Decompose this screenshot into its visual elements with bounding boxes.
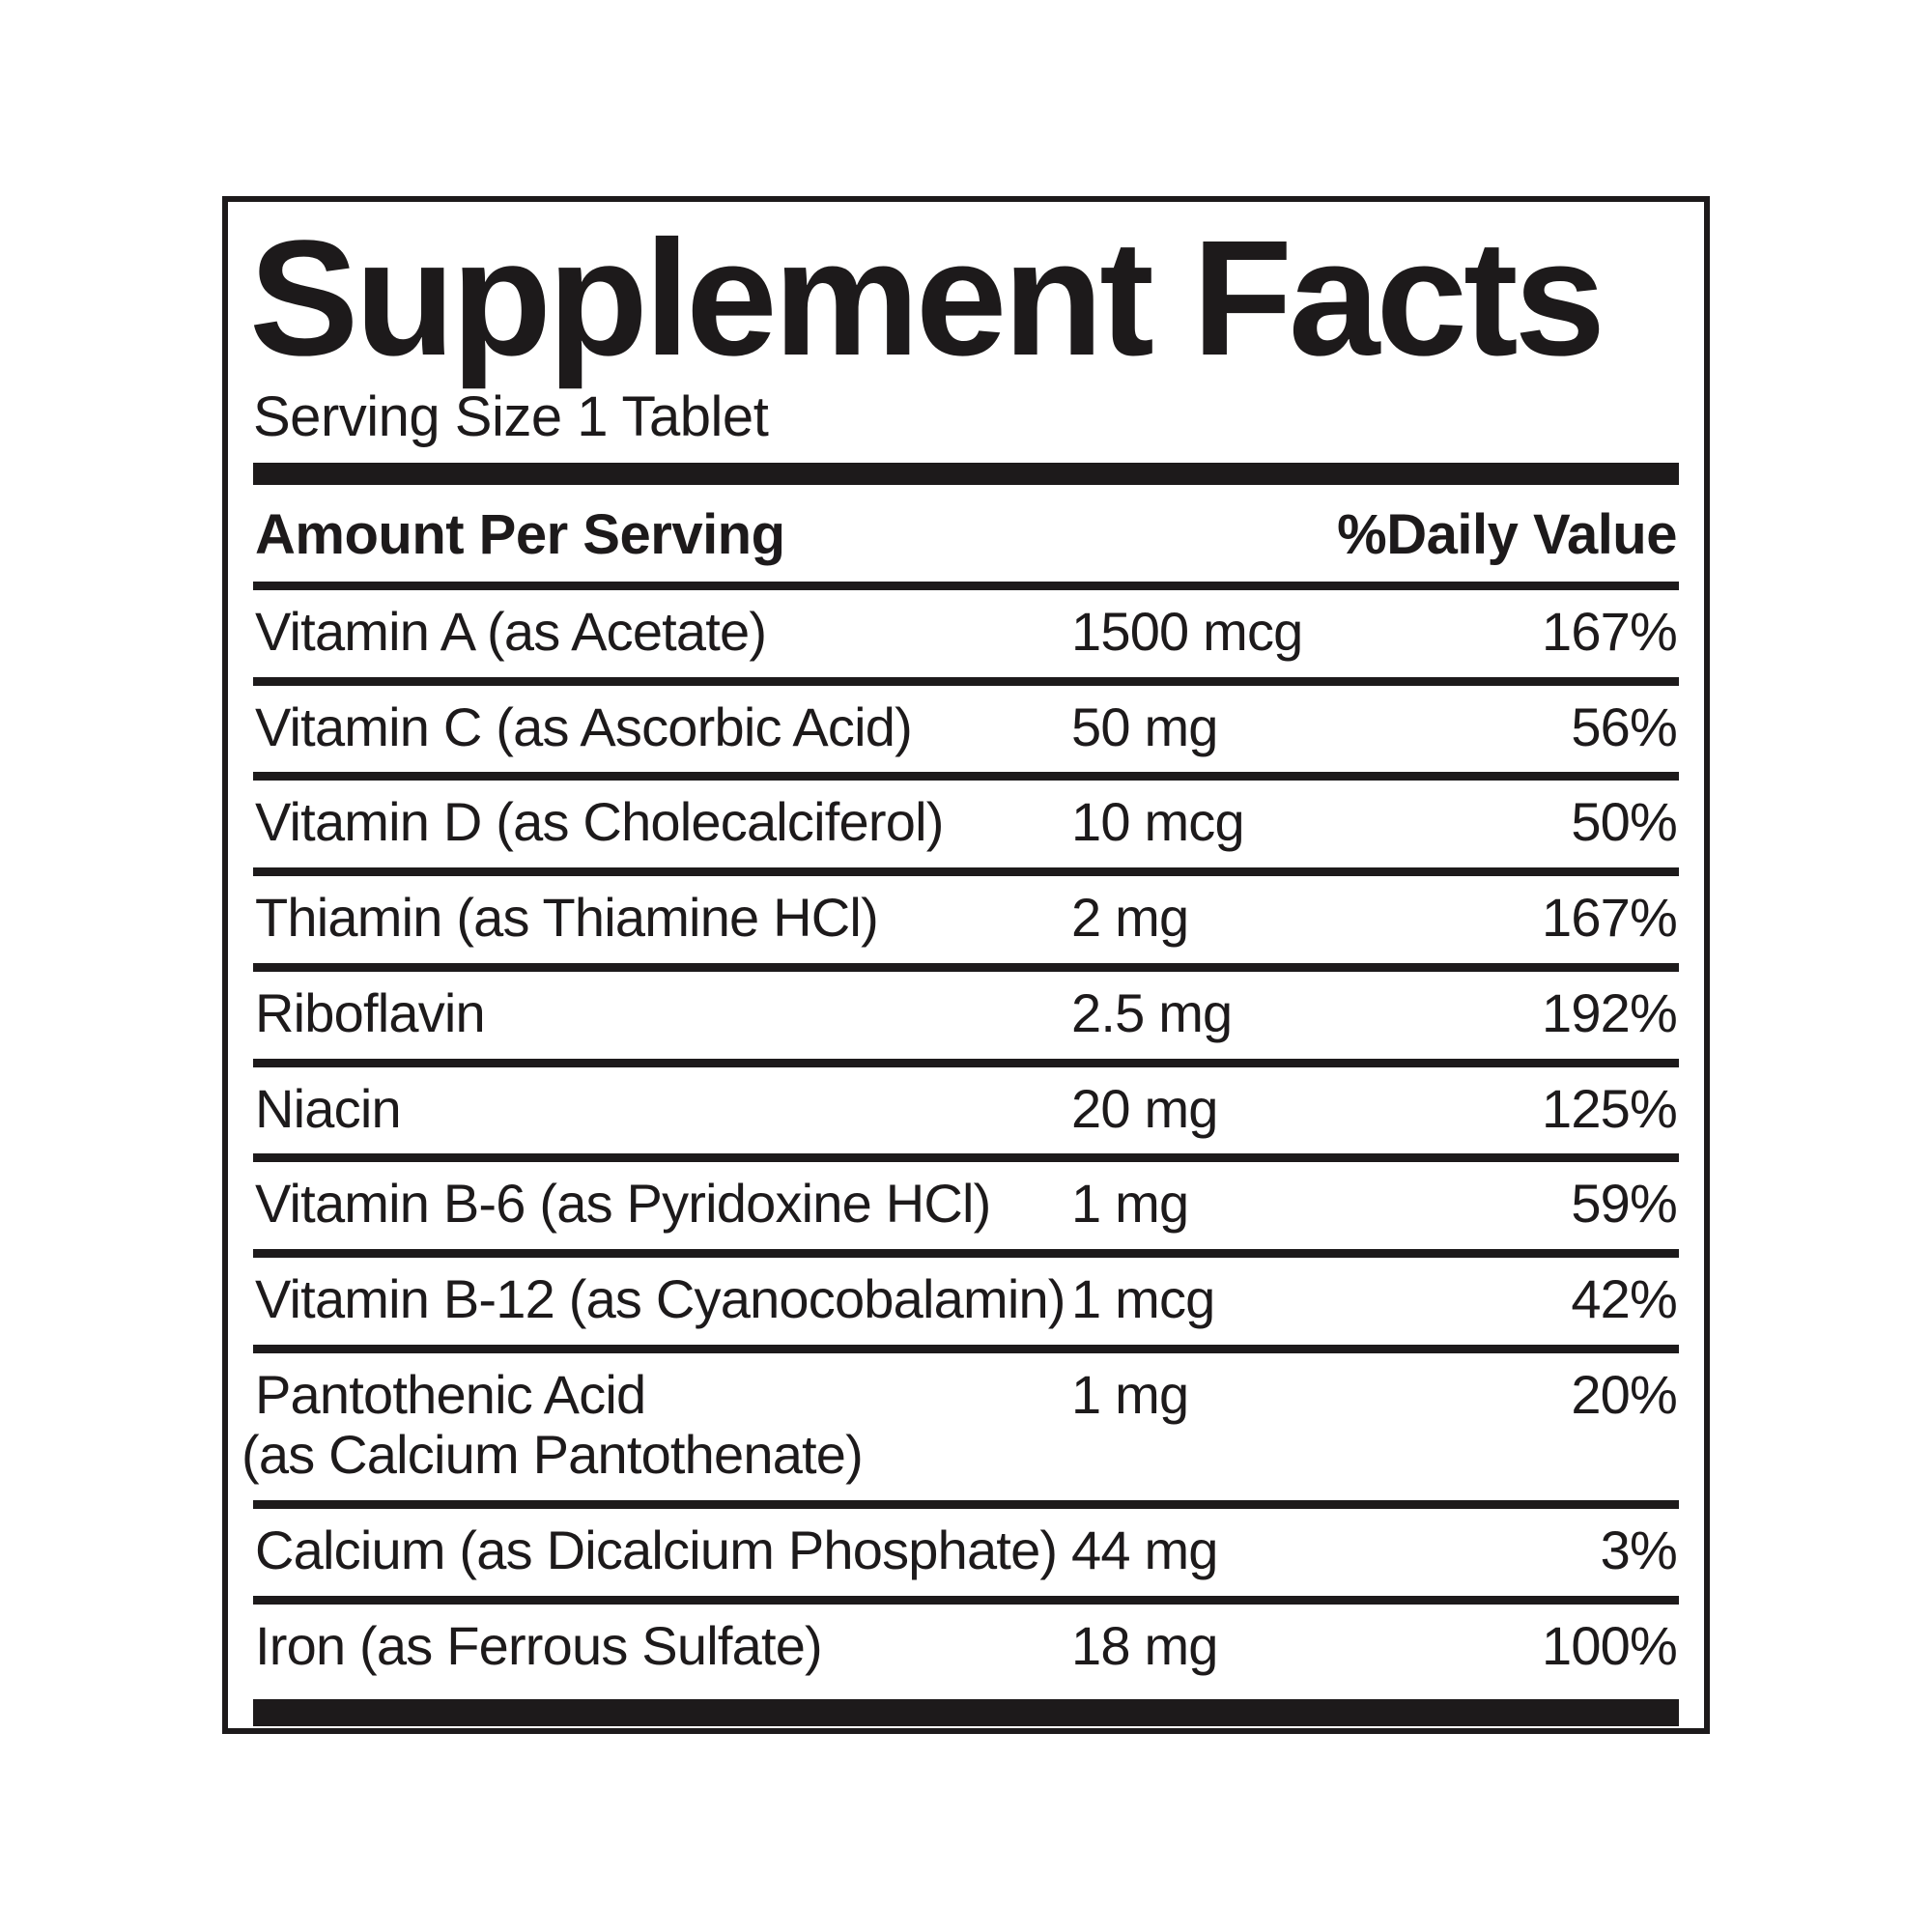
nutrient-name: Vitamin A (as Acetate) xyxy=(255,600,767,662)
nutrient-amount: 1500 mcg xyxy=(1071,600,1303,662)
nutrient-row-pantothenic-acid: Pantothenic Acid (as Calcium Pantothenate… xyxy=(242,1353,1679,1500)
table-header-row: Amount Per Serving %Daily Value xyxy=(253,485,1679,582)
nutrient-daily-value: 100% xyxy=(1541,1614,1678,1676)
nutrient-row-vitamin-b12: Vitamin B-12 (as Cyanocobalamin) 1 mcg 4… xyxy=(253,1258,1679,1345)
row-divider xyxy=(253,676,1679,686)
nutrient-daily-value: 50% xyxy=(1571,791,1677,853)
daily-value-header: %Daily Value xyxy=(1337,503,1677,567)
nutrient-amount: 2.5 mg xyxy=(1071,981,1233,1043)
nutrient-name: Riboflavin xyxy=(255,981,486,1043)
nutrient-amount: 44 mg xyxy=(1071,1520,1218,1581)
nutrient-amount: 50 mg xyxy=(1071,696,1218,757)
nutrient-daily-value: 167% xyxy=(1541,600,1678,662)
nutrient-name: Vitamin C (as Ascorbic Acid) xyxy=(255,696,913,757)
nutrient-amount: 18 mg xyxy=(1071,1614,1218,1676)
nutrient-row-riboflavin: Riboflavin 2.5 mg 192% xyxy=(253,972,1679,1059)
nutrient-row-calcium: Calcium (as Dicalcium Phosphate) 44 mg 3… xyxy=(253,1509,1679,1596)
nutrient-daily-value: 192% xyxy=(1541,981,1678,1043)
row-divider xyxy=(253,1058,1679,1067)
row-divider xyxy=(253,1500,1679,1510)
nutrient-amount: 1 mg xyxy=(1071,1363,1189,1425)
nutrient-row-vitamin-d: Vitamin D (as Cholecalciferol) 10 mcg 50… xyxy=(253,781,1679,867)
nutrient-name: Vitamin B-12 (as Cyanocobalamin) xyxy=(255,1268,1065,1330)
row-divider xyxy=(253,962,1679,972)
nutrient-daily-value: 3% xyxy=(1600,1520,1678,1581)
nutrient-amount: 1 mg xyxy=(1071,1173,1189,1235)
row-divider xyxy=(253,1595,1679,1605)
nutrient-name: Vitamin D (as Cholecalciferol) xyxy=(255,791,944,853)
amount-per-serving-header: Amount Per Serving xyxy=(255,503,785,567)
nutrient-name: Pantothenic Acid xyxy=(255,1363,646,1425)
nutrient-name: Vitamin B-6 (as Pyridoxine HCl) xyxy=(255,1173,991,1235)
row-divider xyxy=(253,1153,1679,1163)
nutrient-daily-value: 20% xyxy=(1571,1363,1677,1425)
nutrient-row-iron: Iron (as Ferrous Sulfate) 18 mg 100% xyxy=(253,1605,1679,1691)
row-divider xyxy=(253,1249,1679,1259)
nutrient-daily-value: 167% xyxy=(1541,887,1678,949)
row-divider xyxy=(253,867,1679,877)
nutrient-daily-value: 56% xyxy=(1571,696,1677,757)
nutrient-amount: 20 mg xyxy=(1071,1077,1218,1139)
nutrient-row-vitamin-a: Vitamin A (as Acetate) 1500 mcg 167% xyxy=(253,590,1679,677)
nutrient-name: Calcium (as Dicalcium Phosphate) xyxy=(255,1520,1058,1581)
nutrient-name: Iron (as Ferrous Sulfate) xyxy=(255,1614,823,1676)
nutrient-daily-value: 125% xyxy=(1541,1077,1678,1139)
thick-separator-bottom xyxy=(253,1698,1679,1726)
row-divider xyxy=(253,581,1679,590)
nutrient-row-thiamin: Thiamin (as Thiamine HCl) 2 mg 167% xyxy=(253,876,1679,963)
nutrient-amount: 2 mg xyxy=(1071,887,1189,949)
nutrient-name-line2: (as Calcium Pantothenate) xyxy=(242,1424,864,1486)
serving-size-text: Serving Size 1 Tablet xyxy=(253,384,769,448)
nutrient-name: Thiamin (as Thiamine HCl) xyxy=(255,887,879,949)
nutrient-daily-value: 42% xyxy=(1571,1268,1677,1330)
nutrient-amount: 1 mcg xyxy=(1071,1268,1215,1330)
thick-separator-top xyxy=(253,463,1679,486)
nutrient-name: Niacin xyxy=(255,1077,402,1139)
supplement-facts-panel: Supplement Facts Serving Size 1 Tablet A… xyxy=(222,196,1710,1734)
nutrient-amount: 10 mcg xyxy=(1071,791,1245,853)
nutrient-row-vitamin-c: Vitamin C (as Ascorbic Acid) 50 mg 56% xyxy=(253,686,1679,773)
panel-title: Supplement Facts xyxy=(249,207,1605,390)
nutrient-row-vitamin-b6: Vitamin B-6 (as Pyridoxine HCl) 1 mg 59% xyxy=(253,1162,1679,1249)
nutrient-row-niacin: Niacin 20 mg 125% xyxy=(253,1067,1679,1154)
row-divider xyxy=(253,1344,1679,1353)
row-divider xyxy=(253,772,1679,781)
nutrient-daily-value: 59% xyxy=(1571,1173,1677,1235)
